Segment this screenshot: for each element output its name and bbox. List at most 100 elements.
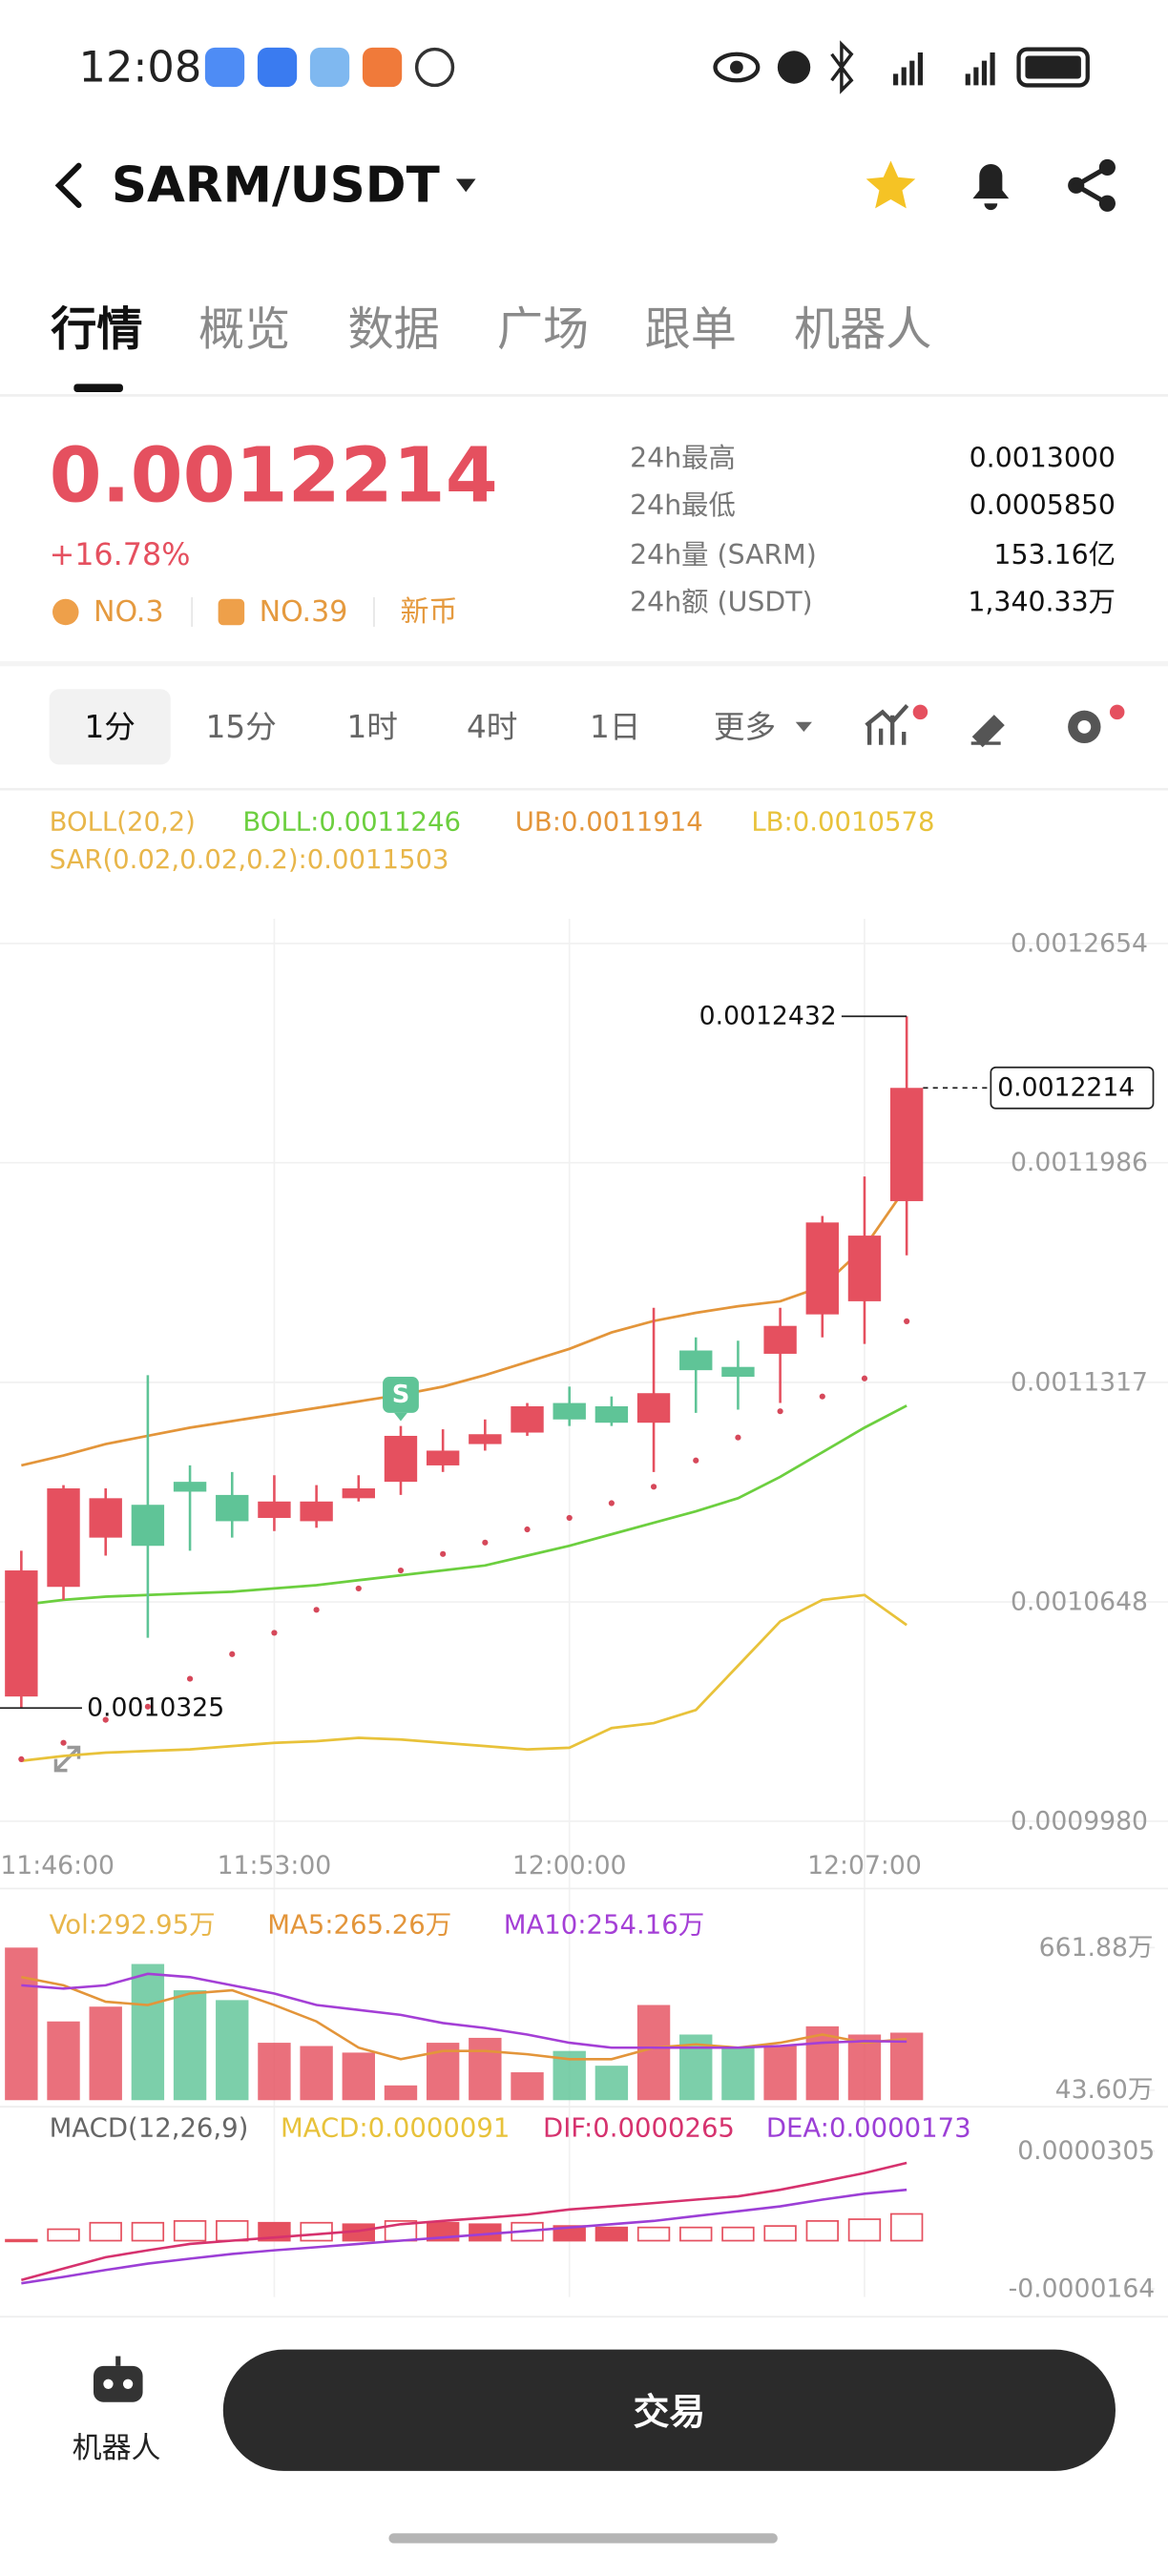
alarm-icon xyxy=(777,51,811,84)
back-button[interactable] xyxy=(54,162,82,208)
robot-icon[interactable] xyxy=(93,2365,143,2402)
interval-option[interactable]: 15分 xyxy=(206,709,277,745)
divider xyxy=(0,661,1168,667)
trade-label[interactable]: 交易 xyxy=(634,2391,706,2433)
tab[interactable]: 行情 xyxy=(51,303,142,357)
home-indicator xyxy=(388,2533,778,2544)
interval-option[interactable]: 更多 xyxy=(714,709,776,745)
indicator-button[interactable] xyxy=(865,704,909,745)
tab[interactable]: 机器人 xyxy=(794,303,931,357)
sar-dot xyxy=(777,1408,783,1415)
sar-dot xyxy=(650,1484,657,1490)
pair-dropdown[interactable] xyxy=(455,178,476,193)
interval-option[interactable]: 1分 xyxy=(84,709,135,745)
candle-body xyxy=(173,1482,207,1492)
trade-marker xyxy=(394,1412,407,1422)
badge-dot xyxy=(912,704,928,720)
legend-entry: BOLL:0.0011246 xyxy=(242,807,461,838)
macd-bar xyxy=(721,2226,755,2242)
sar-dot xyxy=(271,1630,278,1636)
new-coin-tag: 新币 xyxy=(400,595,457,629)
draw-button[interactable] xyxy=(970,715,1005,748)
notification-icon xyxy=(414,47,455,88)
macd-bar xyxy=(805,2220,839,2242)
expand-button[interactable] xyxy=(53,1745,81,1773)
volume-bar xyxy=(5,1947,38,2101)
interval-option[interactable]: 1时 xyxy=(347,709,398,745)
volume-bar xyxy=(342,2052,375,2101)
tab-indicator xyxy=(73,384,123,393)
price-change: +16.78% xyxy=(50,537,191,572)
volume-bar xyxy=(300,2046,333,2101)
sar-dot xyxy=(482,1539,489,1546)
trade-marker-label: S xyxy=(392,1381,410,1409)
candle-body xyxy=(5,1570,38,1697)
robot-icon[interactable] xyxy=(103,2379,114,2389)
y-tick-label: 0.0009980 xyxy=(1011,1806,1148,1836)
tab[interactable]: 数据 xyxy=(347,303,439,357)
volume-bar xyxy=(721,2047,755,2101)
candle-body xyxy=(216,1494,249,1522)
volume-bar xyxy=(216,2000,249,2101)
tab[interactable]: 广场 xyxy=(497,303,589,357)
stat-label: 24h最低 xyxy=(630,489,736,521)
macd-bar xyxy=(216,2220,249,2242)
volume-bar xyxy=(384,2085,418,2101)
trade-marker xyxy=(383,1377,419,1413)
macd-bar xyxy=(553,2225,586,2242)
candle-body xyxy=(636,1393,671,1423)
share-icon[interactable] xyxy=(1071,165,1109,206)
macd-bar xyxy=(300,2221,333,2242)
candle-body xyxy=(511,1406,544,1433)
settings-button[interactable] xyxy=(1077,719,1092,734)
bluetooth-icon xyxy=(830,40,854,94)
macd-bar xyxy=(89,2221,122,2242)
sar-dot xyxy=(60,1739,67,1746)
stat-label: 24h量 (SARM) xyxy=(630,539,817,571)
interval-option[interactable]: 4时 xyxy=(467,709,517,745)
macd-bar xyxy=(173,2220,207,2242)
sar-dot xyxy=(186,1675,194,1682)
alert-bell[interactable] xyxy=(972,163,1010,211)
stat-value: 0.0005850 xyxy=(970,489,1116,521)
sar-dot xyxy=(102,1716,109,1723)
candle-body xyxy=(594,1406,629,1423)
candle-body xyxy=(847,1236,882,1301)
high-label: 0.0012432 xyxy=(699,1002,837,1031)
macd-bar xyxy=(131,2221,165,2242)
candle-body xyxy=(721,1366,755,1378)
robot-label[interactable]: 机器人 xyxy=(73,2431,161,2465)
sar-dot xyxy=(144,1703,151,1710)
macd-bar xyxy=(636,2226,671,2242)
pair-title[interactable]: SARM/USDT xyxy=(112,156,440,214)
sar-dot xyxy=(819,1393,825,1400)
tab[interactable]: 跟单 xyxy=(645,303,737,357)
robot-icon[interactable] xyxy=(122,2379,134,2389)
macd-line xyxy=(21,2188,907,2285)
sar-dot xyxy=(904,1318,910,1324)
interval-option[interactable]: 1日 xyxy=(590,709,640,745)
favorite-star[interactable] xyxy=(866,160,916,209)
legend-entry: DEA:0.0000173 xyxy=(766,2113,971,2144)
rank-icon xyxy=(52,598,79,626)
indicator-line xyxy=(21,1185,908,1467)
volume-bar xyxy=(131,1963,165,2101)
more-dropdown[interactable] xyxy=(795,721,812,733)
y-tick-label: 43.60万 xyxy=(1055,2075,1154,2105)
trade-button[interactable] xyxy=(222,2349,1116,2471)
x-tick-label: 11:53:00 xyxy=(218,1851,332,1880)
x-tick-label: 12:07:00 xyxy=(807,1851,922,1880)
indicator-line xyxy=(21,1593,907,1762)
volume-bar xyxy=(889,2032,924,2101)
rank-icon xyxy=(218,598,245,626)
y-tick-label: 0.0011986 xyxy=(1011,1148,1148,1177)
tab[interactable]: 概览 xyxy=(198,303,290,357)
volume-bar xyxy=(173,1990,207,2101)
candle-body xyxy=(889,1088,924,1201)
macd-bar xyxy=(679,2226,713,2242)
interval-selected-bg[interactable] xyxy=(49,689,171,765)
macd-bar xyxy=(47,2228,80,2242)
share-button[interactable] xyxy=(1068,158,1116,212)
notification-icon xyxy=(362,47,403,88)
